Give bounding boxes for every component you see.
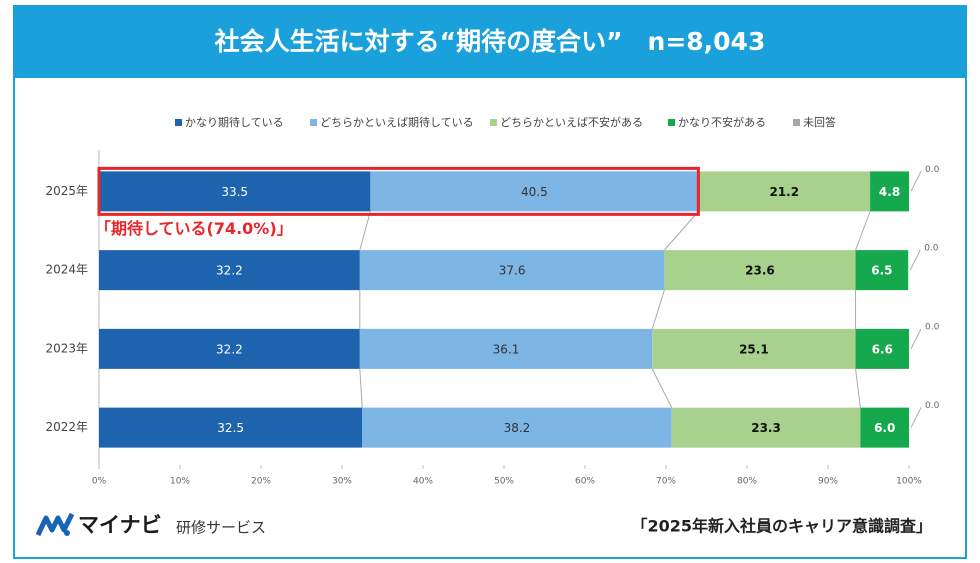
leader-line [910,328,922,350]
y-tick-label: 2023年 [45,341,88,355]
bar-segment [652,328,856,369]
legend-swatch [310,119,317,126]
series-line [855,368,861,408]
data-label: 40.5 [521,185,548,199]
data-label: 25.1 [739,342,769,356]
data-label: 0.0 [924,244,939,254]
legend-swatch [175,119,182,126]
data-label: 32.2 [216,264,243,278]
series-line [664,211,699,251]
y-tick-label: 2024年 [45,263,88,277]
title-banner [14,6,966,78]
legend-label: どちらかといえば不安がある [500,115,643,129]
bar-segment [855,250,909,291]
bar-segment [99,250,360,291]
highlight-box [97,166,700,216]
x-tick-label: 10% [170,477,190,487]
bar-segment [362,407,672,448]
series-line [651,289,665,330]
data-label: 6.6 [872,342,893,356]
leader-line [909,249,921,271]
data-label: 4.8 [879,185,900,199]
logo-sub: 研修サービス [176,519,266,537]
data-label: 38.2 [504,421,531,435]
legend-swatch [668,119,675,126]
data-label: 0.0 [925,322,940,332]
data-label: 23.6 [745,264,775,278]
bar-segment [99,407,363,448]
data-label: 32.2 [216,342,243,356]
data-label: 0.0 [925,401,940,411]
logo-dot [64,530,70,536]
legend-label: かなり不安がある [678,115,766,129]
data-label: 37.6 [499,264,526,278]
leader-line [910,171,922,192]
bar-segment [370,171,699,212]
bar-segment [99,171,371,212]
series-line [359,211,371,251]
logo-text: マイナビ [78,513,162,537]
chart-title: 社会人生活に対する“期待の度合い” n=8,043 [215,27,766,56]
x-tick-label: 100% [896,477,922,487]
data-label: 32.5 [217,421,244,435]
leader-line [910,407,922,428]
bar-segment [359,328,653,369]
series-line [651,368,673,408]
bar-segment [359,250,665,291]
x-tick-label: 30% [332,477,352,487]
legend-swatch [793,119,800,126]
series-line [855,211,871,251]
logo-mark [35,512,75,537]
legend-label: かなり期待している [185,115,284,129]
legend-label: どちらかといえば期待している [320,115,474,129]
legend-swatch [490,119,497,126]
y-tick-label: 2025年 [45,184,88,198]
data-label: 23.3 [751,421,781,435]
x-tick-label: 80% [737,477,757,487]
data-label: 0.0 [925,165,940,175]
bar-segment [671,407,861,448]
data-label: 33.5 [221,185,248,199]
x-tick-label: 50% [494,477,514,487]
bar-segment [99,328,360,369]
x-tick-label: 70% [656,477,676,487]
data-label: 21.2 [769,185,799,199]
bar-segment [870,171,909,212]
x-tick-label: 0% [92,477,107,487]
bar-segment [855,328,909,369]
bar-segment [860,407,909,448]
data-label: 36.1 [493,342,520,356]
data-label: 6.0 [874,421,895,435]
x-tick-label: 20% [251,477,271,487]
bar-segment [698,171,871,212]
x-tick-label: 90% [818,477,838,487]
legend-label: 未回答 [803,115,836,129]
x-tick-label: 60% [575,477,595,487]
bar-segment [664,250,856,291]
y-tick-label: 2022年 [45,420,88,434]
survey-name: 「2025年新入社員のキャリア意識調査」 [631,517,932,536]
series-line [359,368,363,408]
x-tick-label: 40% [413,477,433,487]
data-label: 6.5 [871,264,892,278]
logo: マイナビ 研修サービス [35,512,266,537]
annotation: 「期待している(74.0%)」 [95,219,293,238]
